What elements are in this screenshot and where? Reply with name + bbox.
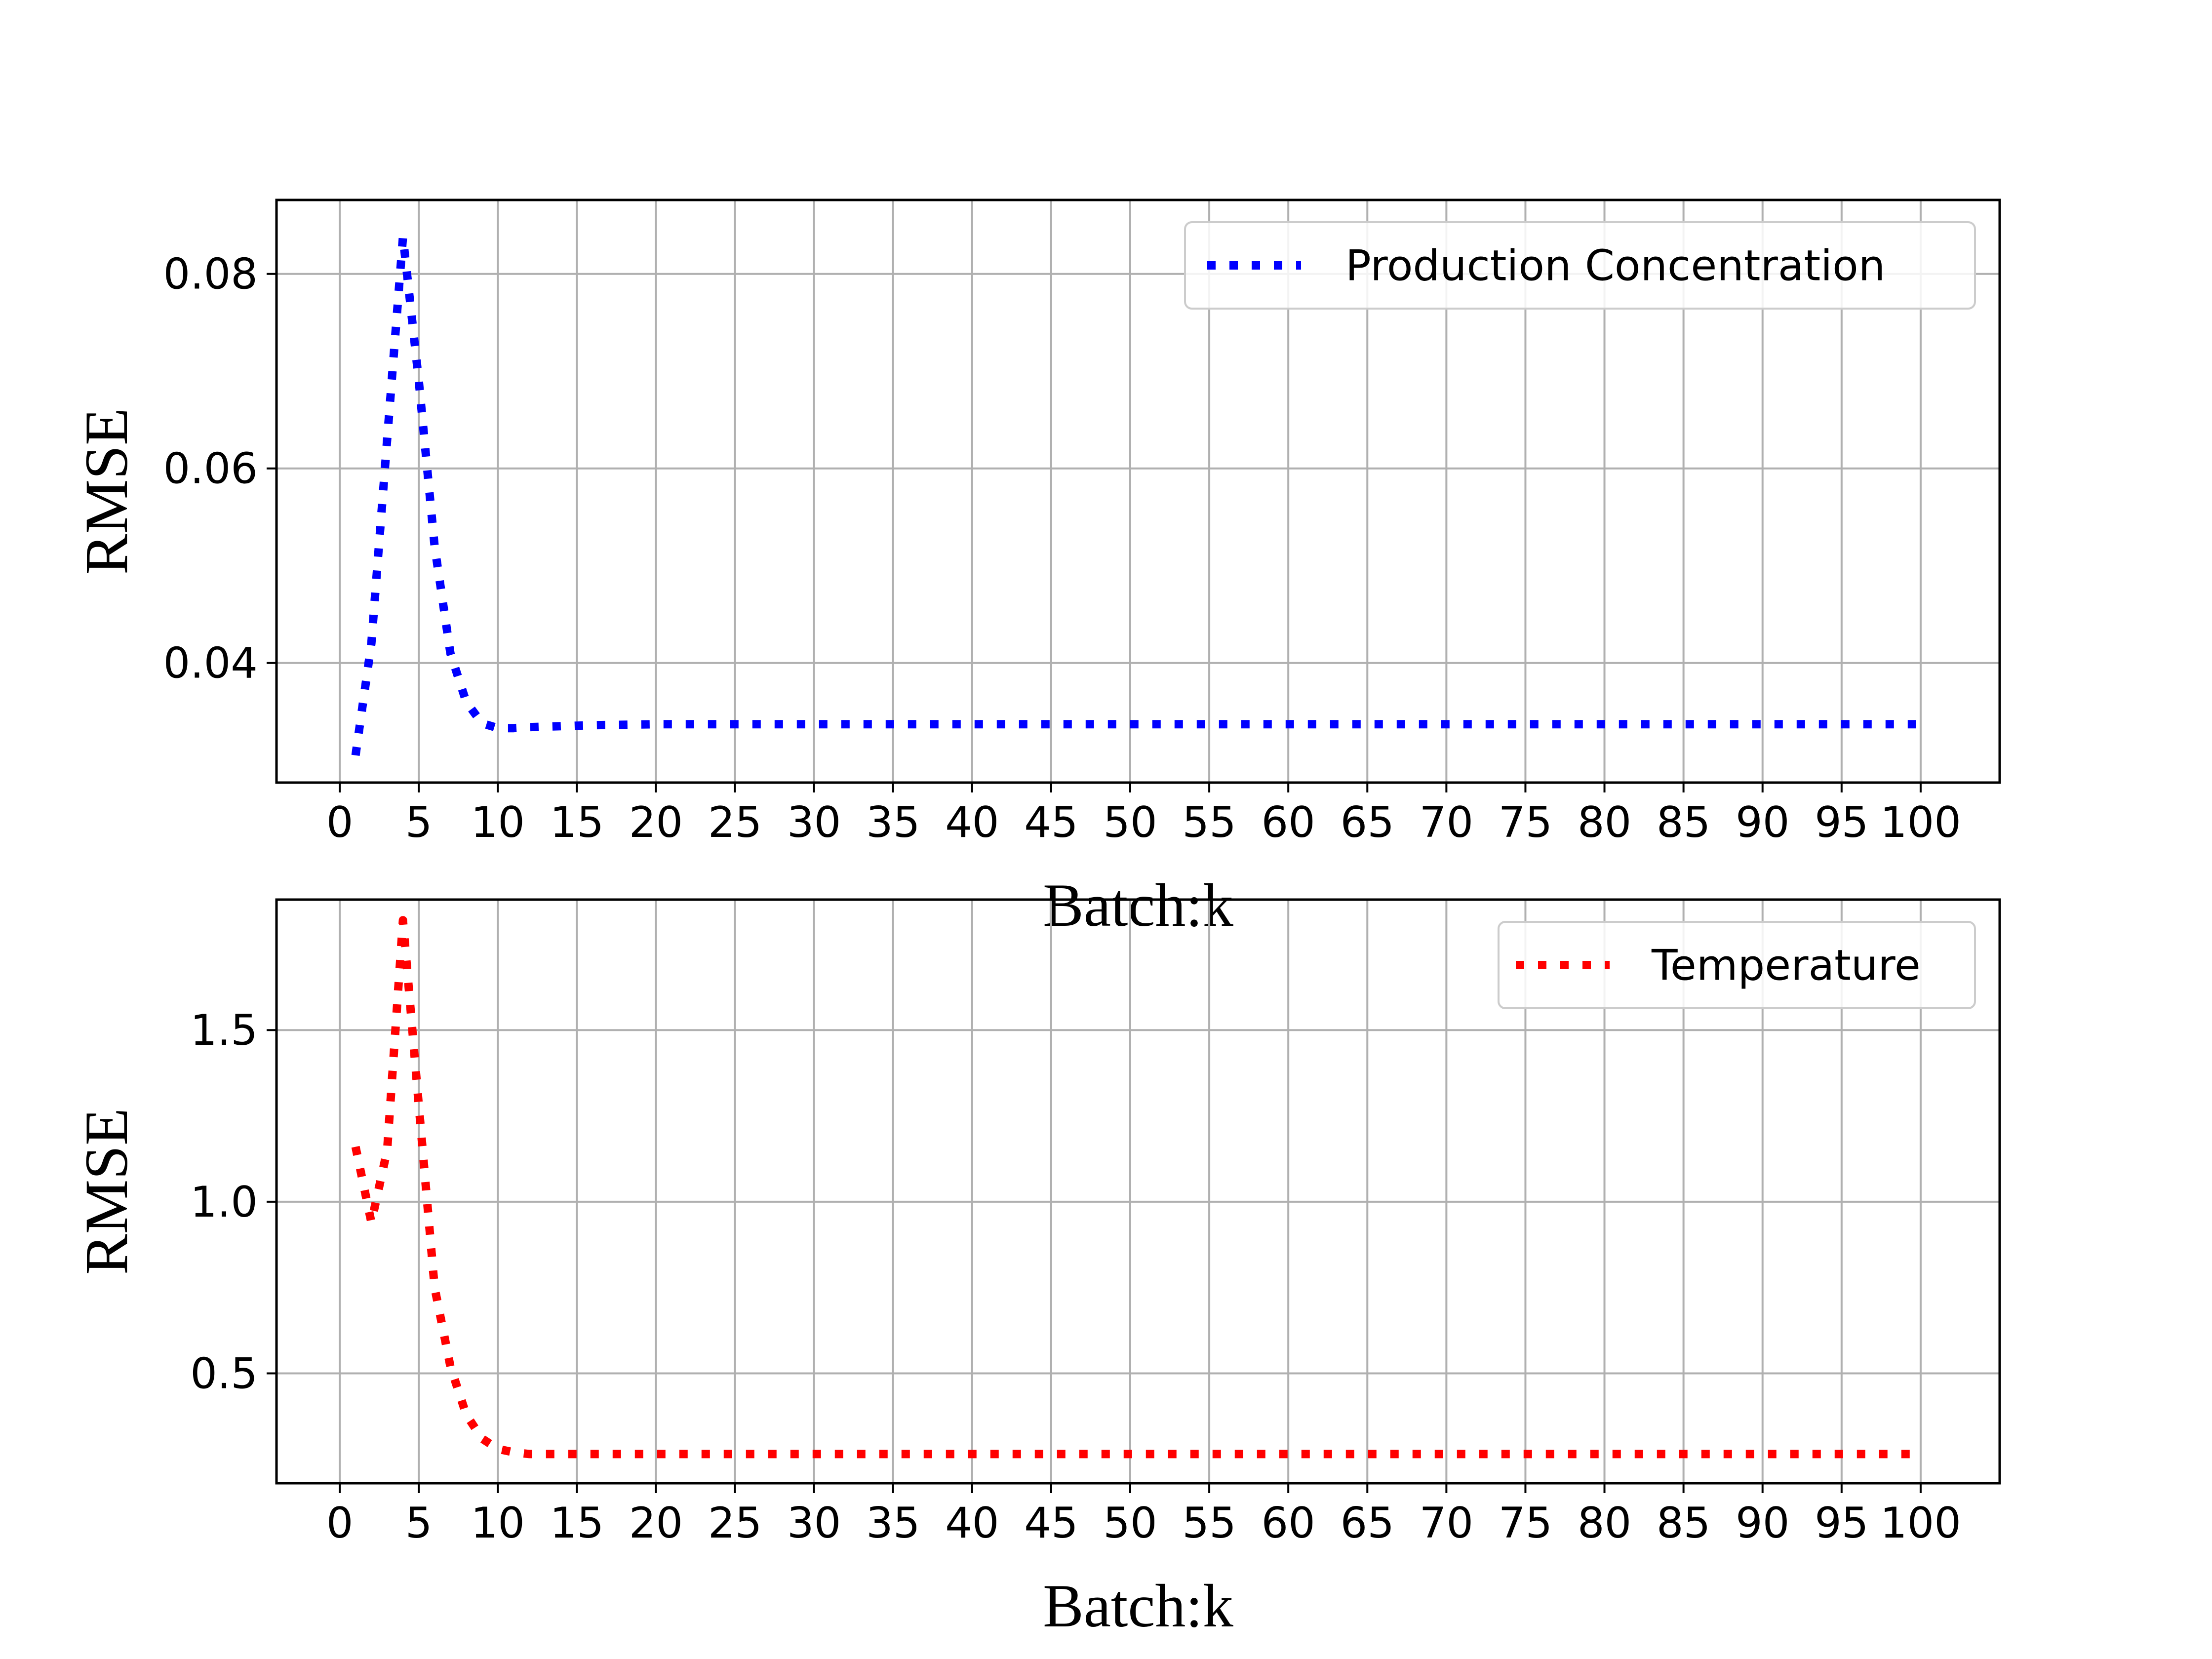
x-tick-label: 65 (1341, 1499, 1394, 1548)
x-tick-label: 80 (1578, 798, 1631, 847)
x-axis-ticks: 0 5 10 15 20 25 30 35 40 45 50 55 60 65 70 75 80 85 90 95 10… (326, 1483, 1961, 1548)
y-axis-ticks: 0.5 1.0 1.5 (190, 1006, 276, 1399)
x-tick-label: 10 (471, 1499, 525, 1548)
y-tick-label: 0.06 (163, 444, 258, 494)
legend-box (1184, 221, 1976, 310)
y-axis-label: RMSE (73, 1108, 140, 1275)
grid (276, 200, 2000, 783)
temperature-rmse-plot: 0 5 10 15 20 25 30 35 40 45 50 55 60 65 70 75 80 85 90 95 10… (73, 898, 2001, 1640)
x-tick-label: 100 (1880, 798, 1961, 847)
x-tick-label: 85 (1657, 1499, 1710, 1548)
x-tick-label: 10 (471, 798, 525, 847)
x-tick-label: 65 (1341, 798, 1394, 847)
legend-label: Production Concentration (1345, 241, 1885, 291)
x-tick-label: 60 (1261, 1499, 1315, 1548)
x-tick-label: 0 (326, 798, 354, 847)
x-tick-label: 45 (1024, 1499, 1078, 1548)
x-tick-label: 25 (708, 1499, 762, 1548)
x-tick-label: 55 (1182, 798, 1236, 847)
concentration-rmse-plot: 0 5 10 15 20 25 30 35 40 45 50 55 60 65 70 75 80 85 90 95 10… (73, 198, 2001, 939)
x-tick-label: 5 (405, 1499, 433, 1548)
y-axis-ticks: 0.04 0.06 0.08 (163, 250, 276, 688)
x-tick-label: 75 (1499, 798, 1552, 847)
y-tick-label: 0.08 (163, 250, 258, 299)
series-line (351, 916, 1921, 1459)
x-tick-label: 70 (1420, 798, 1473, 847)
series (351, 916, 1921, 1459)
legend: Temperature (1498, 921, 1976, 1009)
plot-frame (275, 198, 2001, 784)
legend: Production Concentration (1184, 221, 1976, 310)
x-axis-label: Batch:k (1043, 1572, 1233, 1640)
y-tick-label: 1.0 (190, 1178, 258, 1227)
x-tick-label: 80 (1578, 1499, 1631, 1548)
x-tick-label: 55 (1182, 1499, 1236, 1548)
x-tick-label: 40 (945, 1499, 999, 1548)
y-axis-label: RMSE (73, 408, 140, 575)
x-tick-label: 15 (550, 798, 604, 847)
x-tick-label: 95 (1815, 1499, 1868, 1548)
x-tick-label: 20 (629, 1499, 683, 1548)
x-tick-label: 60 (1261, 798, 1315, 847)
y-tick-label: 0.04 (163, 639, 258, 688)
y-tick-label: 1.5 (190, 1006, 258, 1055)
legend-box (1498, 921, 1976, 1009)
x-tick-label: 20 (629, 798, 683, 847)
x-tick-label: 25 (708, 798, 762, 847)
legend-label: Temperature (1651, 941, 1921, 990)
x-tick-label: 50 (1103, 798, 1157, 847)
x-tick-label: 75 (1499, 1499, 1552, 1548)
x-tick-label: 90 (1736, 798, 1789, 847)
x-tick-label: 5 (405, 798, 433, 847)
x-tick-label: 0 (326, 1499, 354, 1548)
x-axis-label: Batch:k (1043, 871, 1233, 939)
x-axis-ticks: 0 5 10 15 20 25 30 35 40 45 50 55 60 65 70 75 80 85 90 95 10… (326, 783, 1961, 847)
x-tick-label: 35 (866, 1499, 920, 1548)
x-tick-label: 85 (1657, 798, 1710, 847)
x-tick-label: 40 (945, 798, 999, 847)
x-tick-label: 15 (550, 1499, 604, 1548)
x-tick-label: 50 (1103, 1499, 1157, 1548)
x-tick-label: 30 (787, 1499, 841, 1548)
x-tick-label: 100 (1880, 1499, 1961, 1548)
grid (276, 900, 2000, 1483)
x-tick-label: 35 (866, 798, 920, 847)
plot-frame (275, 898, 2001, 1485)
x-tick-label: 45 (1024, 798, 1078, 847)
x-tick-label: 95 (1815, 798, 1868, 847)
y-tick-label: 0.5 (190, 1349, 258, 1399)
x-tick-label: 30 (787, 798, 841, 847)
x-tick-label: 70 (1420, 1499, 1473, 1548)
x-tick-label: 90 (1736, 1499, 1789, 1548)
